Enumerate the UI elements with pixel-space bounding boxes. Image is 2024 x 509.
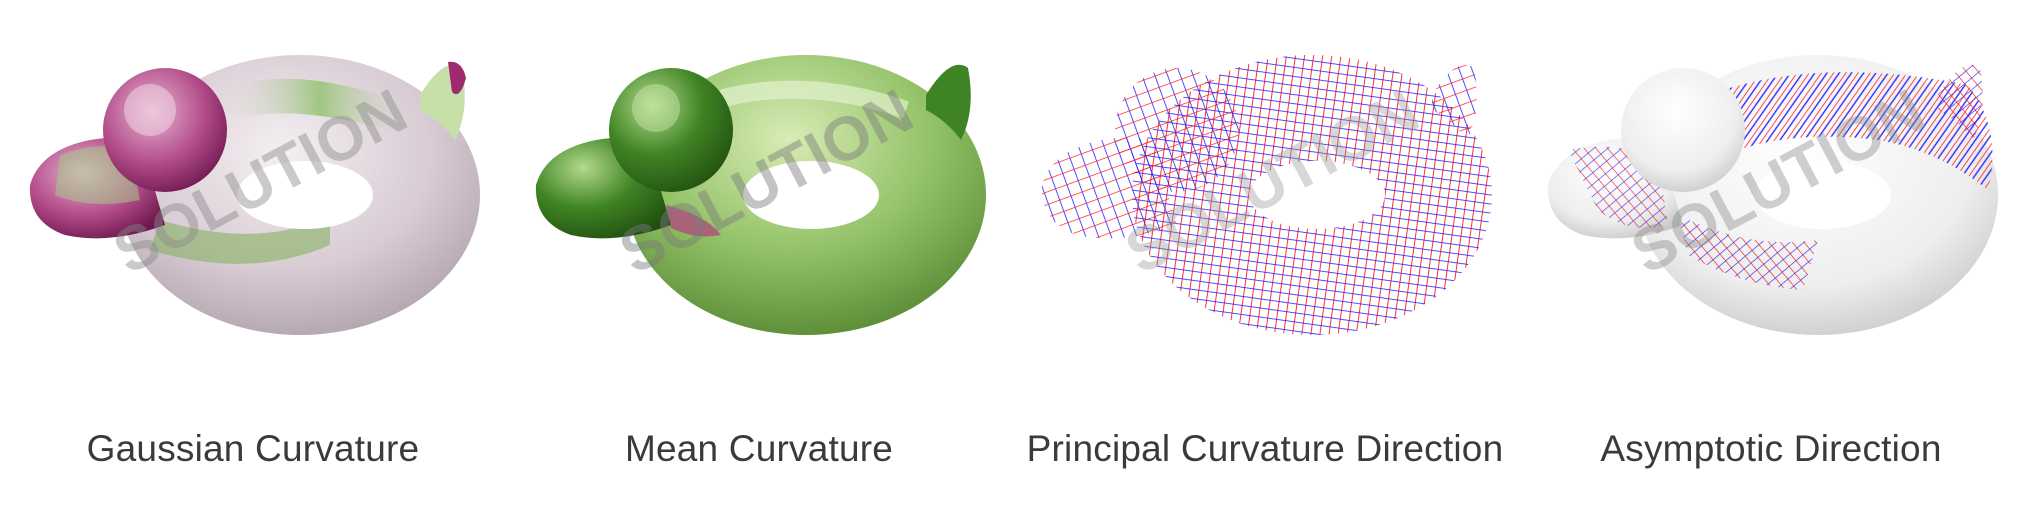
torus-hole xyxy=(237,161,373,229)
caption-principal-curvature-direction: Principal Curvature Direction xyxy=(1026,428,1504,469)
panel-asymptotic-direction: SOLUTION Asymptotic Direction xyxy=(1518,0,2024,509)
caption-mean-curvature: Mean Curvature xyxy=(624,428,894,469)
tail xyxy=(926,64,971,140)
tail-lines xyxy=(1938,64,1983,140)
caption-gaussian-curvature: Gaussian Curvature xyxy=(86,428,420,469)
principal-direction-shape: SOLUTION xyxy=(1041,55,1492,335)
torus-hole xyxy=(1755,161,1891,229)
head-sphere xyxy=(1621,68,1745,192)
gaussian-curvature-shape: SOLUTION xyxy=(29,55,480,335)
head-wireframe xyxy=(1115,68,1239,192)
tail-wireframe xyxy=(1432,64,1477,140)
asymptotic-lines-upper xyxy=(1708,72,1993,190)
torus-hole xyxy=(743,161,879,229)
caption-asymptotic-direction: Asymptotic Direction xyxy=(1600,428,1942,469)
panel-principal-curvature-direction: SOLUTION Principal Curvature Direction xyxy=(1012,0,1518,509)
head-sphere xyxy=(609,68,733,192)
asymptotic-direction-shape: SOLUTION xyxy=(1547,55,1998,335)
mean-curvature-shape: SOLUTION xyxy=(535,55,986,335)
torus-hole xyxy=(1249,161,1385,229)
panel-mean-curvature: SOLUTION Mean Curvature xyxy=(506,0,1012,509)
asymptotic-lines-lower xyxy=(1678,215,1818,290)
panel-gaussian-curvature: SOLUTION Gaussian Curvature xyxy=(0,0,506,509)
